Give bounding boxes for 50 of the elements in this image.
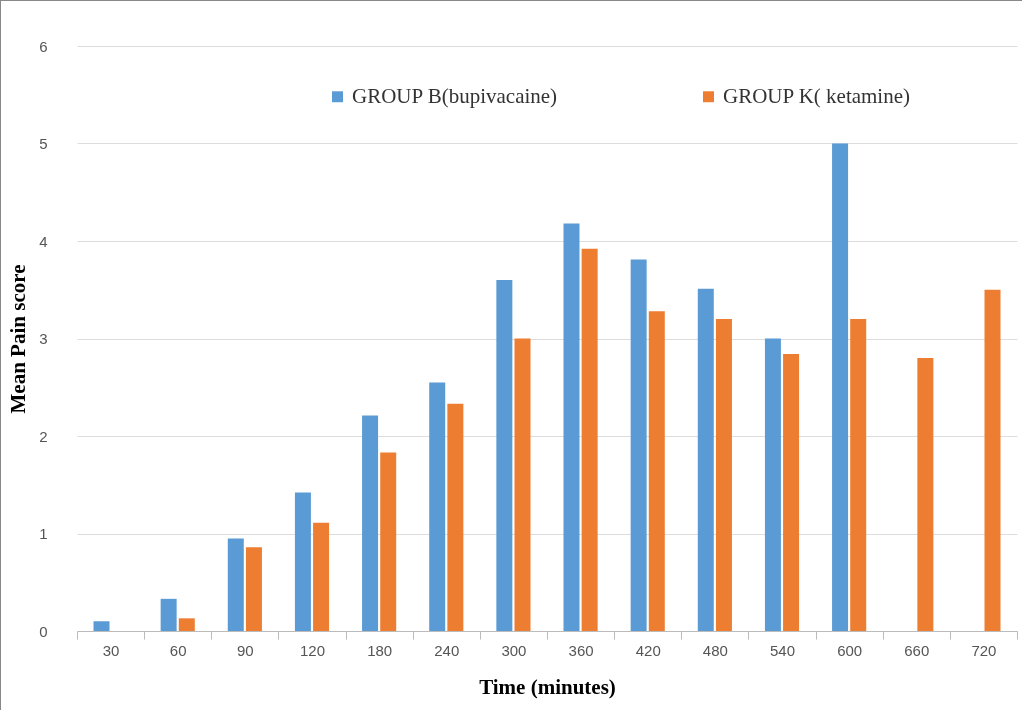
bar <box>563 223 580 631</box>
x-tick-label: 660 <box>904 641 930 659</box>
bar <box>245 547 262 631</box>
y-axis-title: Mean Pain score <box>6 264 31 414</box>
x-tick-label: 120 <box>299 641 326 659</box>
y-tick-label: 2 <box>39 427 48 445</box>
bar <box>648 311 665 631</box>
bar <box>496 280 513 631</box>
bar <box>783 354 800 631</box>
x-tick-label: 180 <box>367 641 393 659</box>
x-tick-label: 90 <box>237 641 254 659</box>
bar <box>764 338 781 631</box>
x-tick-label: 480 <box>702 641 728 659</box>
x-tick-label: 300 <box>501 641 527 659</box>
x-tick-label: 360 <box>568 641 594 659</box>
bar <box>178 618 195 631</box>
x-tick-label: 540 <box>769 641 796 659</box>
x-tick-label: 420 <box>635 641 661 659</box>
bar <box>514 338 531 631</box>
y-tick-label: 4 <box>39 232 48 250</box>
bar <box>715 319 732 631</box>
bar <box>227 538 244 631</box>
y-tick-label: 1 <box>39 525 48 542</box>
y-tick-label: 0 <box>39 622 48 640</box>
x-tick-label: 720 <box>971 641 997 659</box>
bar <box>832 143 849 631</box>
bar <box>984 289 1001 631</box>
bar <box>160 598 177 631</box>
bar <box>917 358 934 631</box>
bar <box>294 492 311 631</box>
y-tick-label: 5 <box>39 135 48 152</box>
y-tick-label: 6 <box>39 37 48 55</box>
bar <box>850 319 867 631</box>
y-tick-label: 3 <box>39 330 48 347</box>
bar <box>313 522 330 631</box>
x-tick-label: 30 <box>102 641 120 659</box>
x-tick-label: 60 <box>169 641 187 659</box>
x-axis-title: Time (minutes) <box>479 674 616 699</box>
bar <box>362 415 379 631</box>
legend-label: GROUP B(bupivacaine) <box>352 83 558 108</box>
x-tick-label: 240 <box>434 641 460 659</box>
bar <box>93 621 110 631</box>
legend-label: GROUP K( ketamine) <box>723 83 911 108</box>
bar <box>447 403 464 631</box>
bar <box>380 452 397 631</box>
bar <box>581 248 598 631</box>
bar <box>429 382 446 631</box>
bar <box>697 288 714 631</box>
x-tick-label: 600 <box>837 641 863 659</box>
bar <box>630 259 647 631</box>
